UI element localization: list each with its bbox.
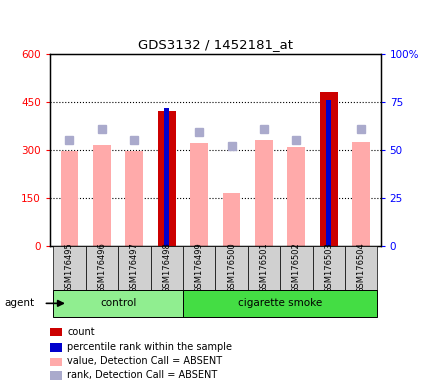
- Text: GSM176495: GSM176495: [65, 242, 74, 293]
- FancyBboxPatch shape: [247, 246, 279, 290]
- Title: GDS3132 / 1452181_at: GDS3132 / 1452181_at: [138, 38, 292, 51]
- FancyBboxPatch shape: [53, 290, 182, 317]
- Text: value, Detection Call = ABSENT: value, Detection Call = ABSENT: [67, 356, 222, 366]
- Text: count: count: [67, 327, 95, 337]
- Bar: [158, 111, 175, 246]
- FancyBboxPatch shape: [118, 246, 150, 290]
- Bar: [60, 151, 78, 246]
- Text: GSM176504: GSM176504: [356, 242, 365, 293]
- Bar: [326, 100, 331, 246]
- Text: GSM176500: GSM176500: [227, 242, 236, 293]
- FancyBboxPatch shape: [182, 246, 215, 290]
- Text: GSM176498: GSM176498: [162, 242, 171, 293]
- Text: GSM176502: GSM176502: [291, 242, 300, 293]
- Text: GSM176499: GSM176499: [194, 242, 203, 293]
- Bar: [125, 151, 143, 246]
- FancyBboxPatch shape: [279, 246, 312, 290]
- Bar: [254, 140, 272, 246]
- Bar: [164, 108, 169, 246]
- FancyBboxPatch shape: [215, 246, 247, 290]
- Text: agent: agent: [4, 298, 34, 308]
- Bar: [222, 193, 240, 246]
- Bar: [93, 145, 111, 246]
- Text: cigarette smoke: cigarette smoke: [237, 298, 322, 308]
- Text: GSM176496: GSM176496: [97, 242, 106, 293]
- Bar: [190, 143, 207, 246]
- FancyBboxPatch shape: [150, 246, 182, 290]
- Text: control: control: [100, 298, 136, 308]
- FancyBboxPatch shape: [312, 246, 344, 290]
- FancyBboxPatch shape: [85, 246, 118, 290]
- Text: GSM176501: GSM176501: [259, 242, 268, 293]
- FancyBboxPatch shape: [53, 246, 85, 290]
- Text: rank, Detection Call = ABSENT: rank, Detection Call = ABSENT: [67, 370, 217, 380]
- Bar: [352, 142, 369, 246]
- Bar: [319, 92, 337, 246]
- Text: percentile rank within the sample: percentile rank within the sample: [67, 342, 232, 352]
- FancyBboxPatch shape: [344, 246, 377, 290]
- Text: GSM176497: GSM176497: [129, 242, 138, 293]
- Bar: [287, 147, 305, 246]
- Text: GSM176503: GSM176503: [323, 242, 332, 293]
- FancyBboxPatch shape: [182, 290, 377, 317]
